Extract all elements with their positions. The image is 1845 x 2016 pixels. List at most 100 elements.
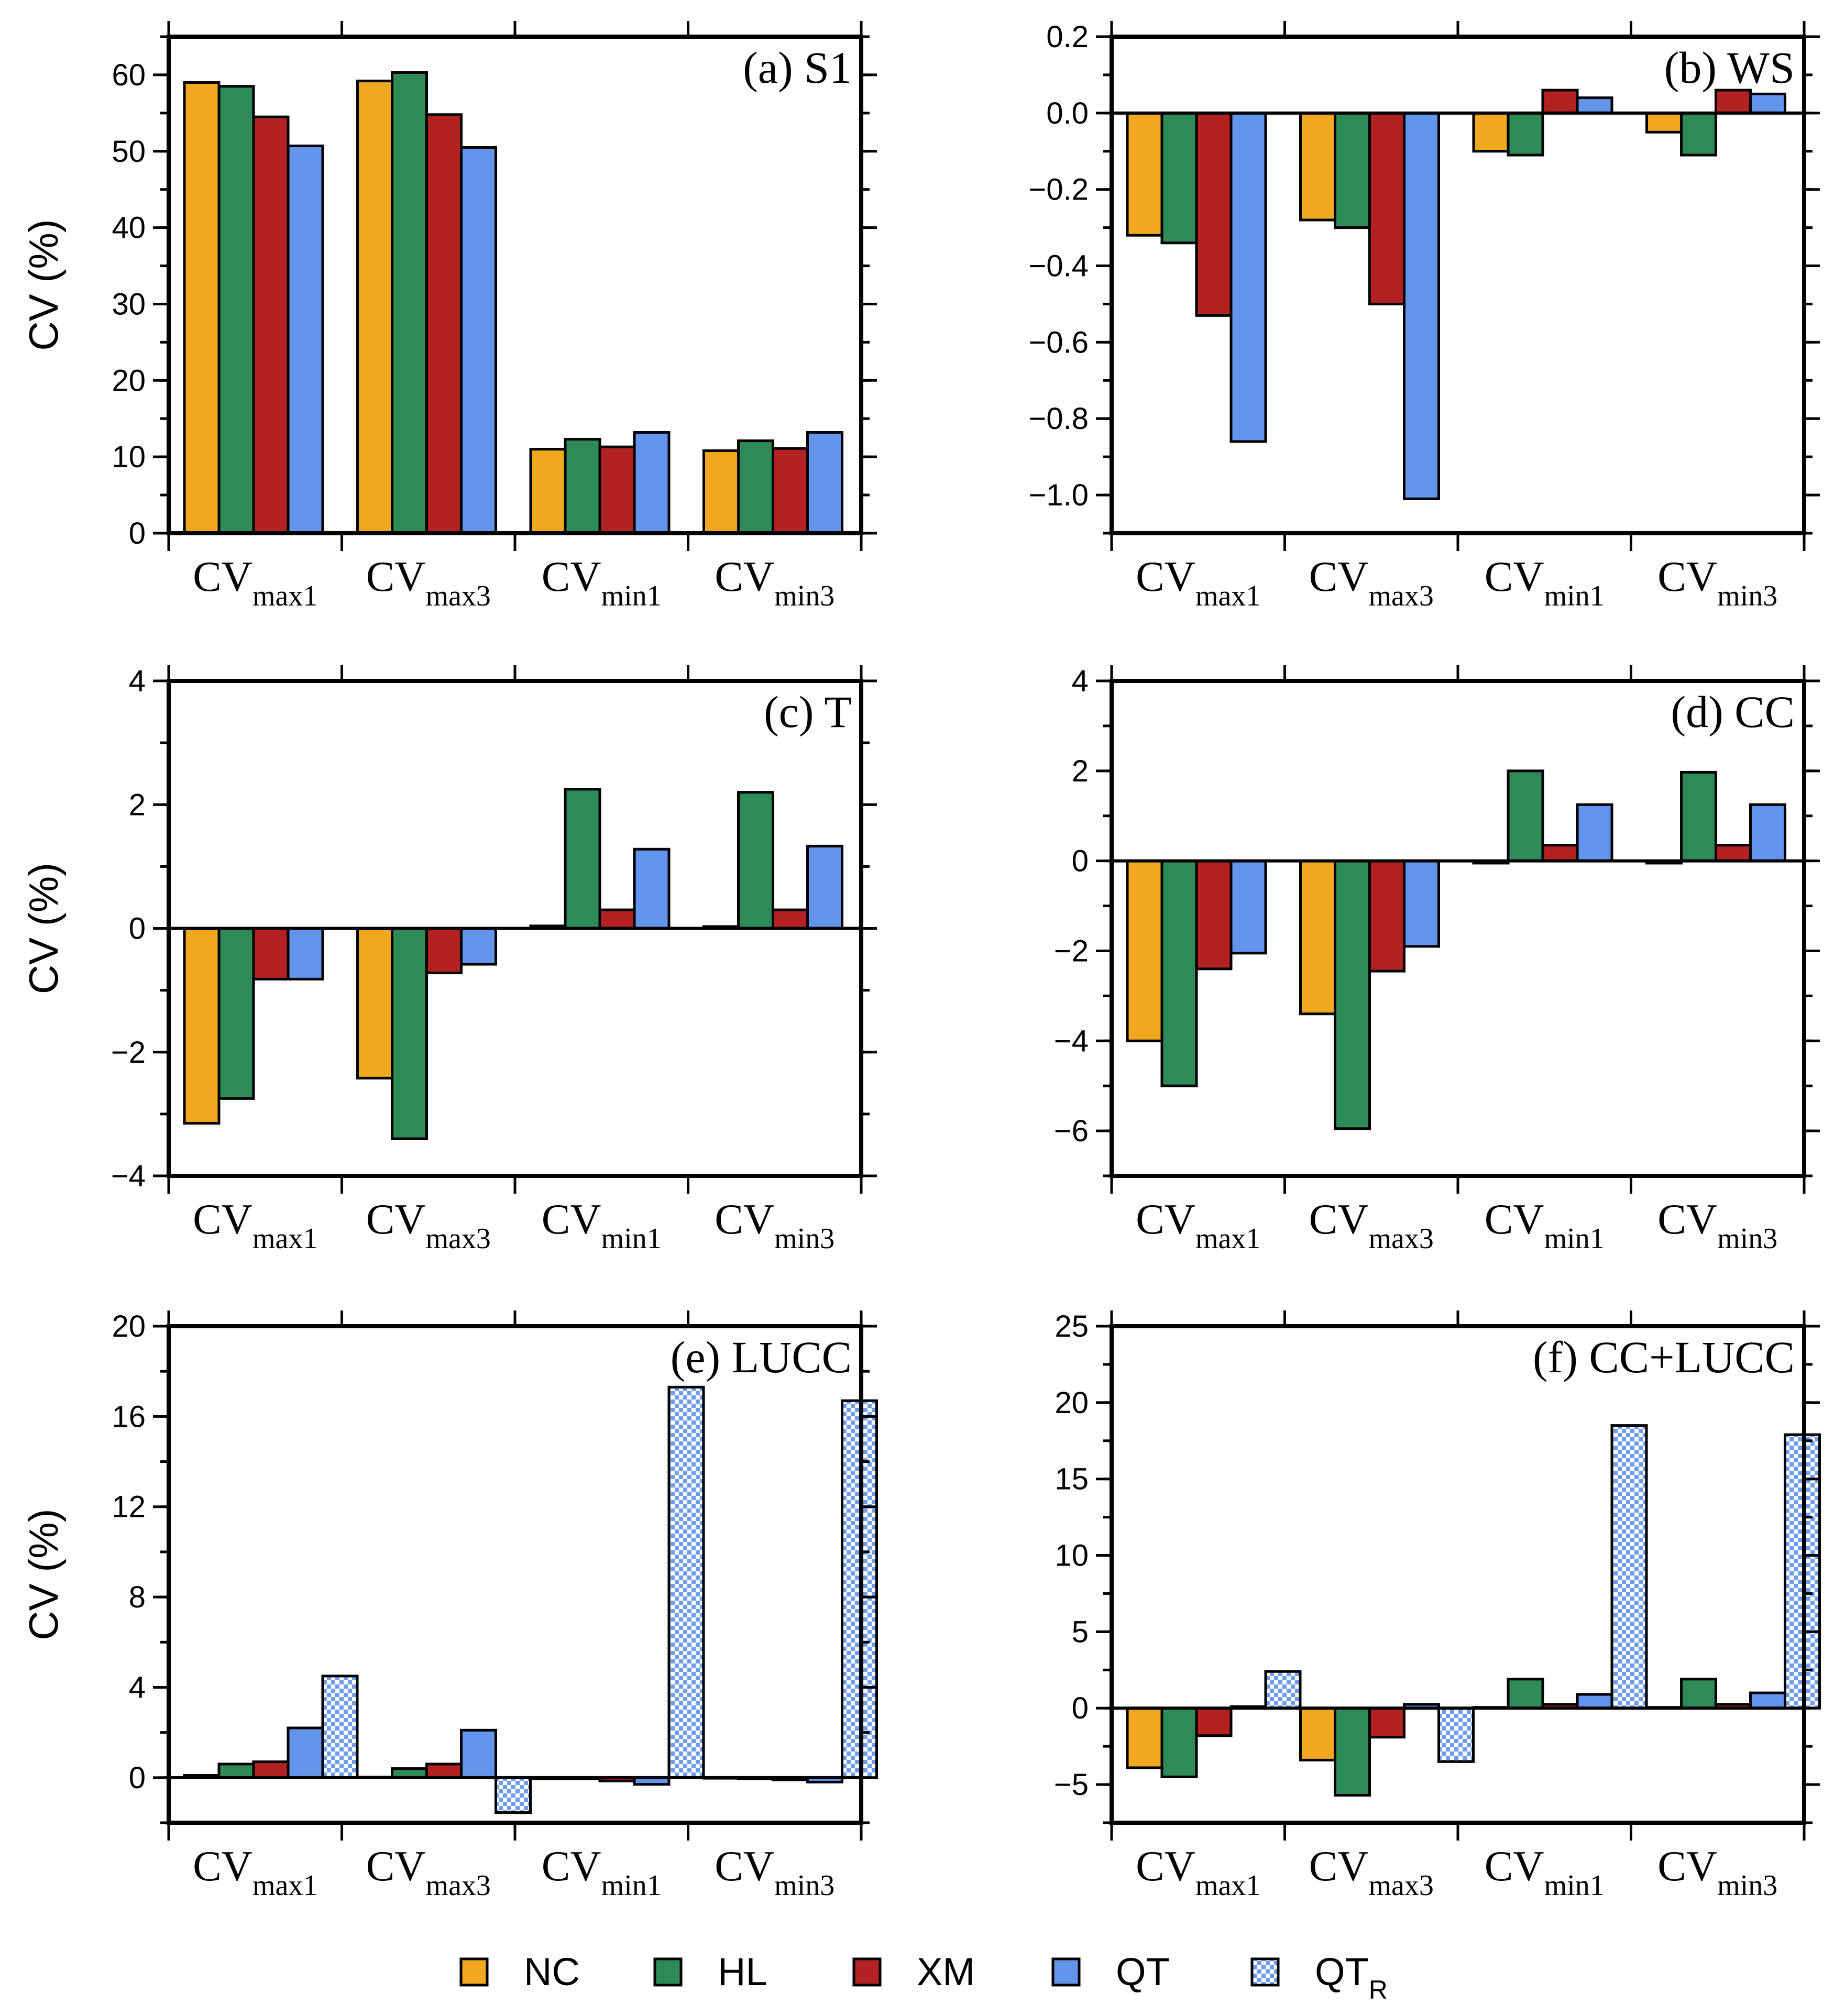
y-tick-label: 8 bbox=[129, 1580, 146, 1614]
x-category-label: CVmax3 bbox=[1309, 1195, 1434, 1255]
bar-xm-3 bbox=[598, 445, 636, 535]
bar-xm-2 bbox=[1368, 860, 1405, 973]
y-tick-label: 25 bbox=[1055, 1309, 1089, 1343]
panel-title: (a) S1 bbox=[743, 42, 852, 93]
bar-qt-1 bbox=[1229, 112, 1267, 443]
bar-xm-4 bbox=[772, 447, 809, 535]
bar-nc-2 bbox=[1299, 1706, 1336, 1761]
bar-hl-3 bbox=[1507, 1678, 1544, 1710]
chart-panel-3: −4 −2 0 2 4 CVmax1 CVmax3 CVmin1 CVmin3 (c) T CV (… bbox=[20, 664, 877, 1255]
y-tick-label: −2 bbox=[111, 1035, 146, 1070]
bar-nc-3 bbox=[529, 448, 567, 535]
bar-hl-2 bbox=[391, 927, 428, 1140]
bar-xm-1 bbox=[252, 927, 290, 981]
y-tick-label: −0.6 bbox=[1029, 325, 1089, 359]
legend-swatch-nc bbox=[459, 1957, 489, 1987]
y-axis-label: CV (%) bbox=[20, 219, 67, 350]
bar-qt_r-3 bbox=[667, 1385, 705, 1779]
bar-hl-4 bbox=[737, 439, 774, 535]
panel-title: (e) LUCC bbox=[671, 1332, 852, 1382]
x-category-label: CVmax1 bbox=[193, 1195, 317, 1255]
bar-qt-2 bbox=[460, 927, 497, 966]
bar-qt-3 bbox=[1576, 1693, 1613, 1710]
y-tick-label: 20 bbox=[112, 363, 146, 398]
bar-hl-4 bbox=[737, 791, 774, 930]
y-tick-label: −4 bbox=[111, 1159, 146, 1193]
bar-nc-2 bbox=[1299, 860, 1336, 1016]
y-tick-label: −1.0 bbox=[1029, 478, 1089, 512]
y-tick-label: 5 bbox=[1072, 1615, 1089, 1649]
y-tick-label: 50 bbox=[112, 135, 146, 169]
bar-hl-1 bbox=[217, 85, 255, 535]
bar-qt-4 bbox=[1749, 92, 1786, 115]
bar-nc-4 bbox=[702, 449, 740, 535]
y-tick-label: 15 bbox=[1055, 1462, 1089, 1496]
y-tick-label: −0.8 bbox=[1029, 402, 1089, 436]
x-category-label: CVmin1 bbox=[1485, 1195, 1605, 1255]
bar-nc-1 bbox=[1126, 1706, 1163, 1769]
bar-hl-3 bbox=[564, 788, 601, 930]
y-tick-label: 0 bbox=[129, 516, 146, 550]
x-category-label: CVmin3 bbox=[1657, 1842, 1777, 1902]
y-tick-label: 0 bbox=[1072, 844, 1089, 878]
y-tick-label: −5 bbox=[1054, 1768, 1089, 1802]
y-tick-label: −0.2 bbox=[1029, 173, 1089, 207]
y-tick-label: −6 bbox=[1054, 1114, 1089, 1148]
y-tick-label: 16 bbox=[112, 1400, 146, 1434]
y-tick-label: 0.0 bbox=[1046, 96, 1089, 130]
y-tick-label: 10 bbox=[1055, 1539, 1089, 1573]
bar-qt-1 bbox=[287, 927, 324, 981]
plot-frame bbox=[167, 1324, 863, 1825]
x-category-label: CVmin3 bbox=[715, 1842, 834, 1902]
x-category-label: CVmax3 bbox=[366, 1195, 491, 1255]
bar-qt-4 bbox=[806, 844, 843, 930]
bar-hl-3 bbox=[1507, 112, 1544, 157]
bar-qt_r-1 bbox=[1264, 1670, 1302, 1710]
y-tick-label: 60 bbox=[112, 58, 146, 92]
bar-xm-1 bbox=[252, 115, 290, 535]
bar-qt-2 bbox=[460, 146, 497, 535]
bar-qt_r-2 bbox=[1437, 1706, 1475, 1763]
legend-label: NC bbox=[524, 1950, 580, 1993]
x-category-label: CVmin3 bbox=[715, 553, 834, 612]
x-category-label: CVmax1 bbox=[1136, 1842, 1260, 1902]
chart-panel-2: 0.2 0.0 −0.2 −0.4 −0.6 −0.8 −1.0 CVmax1 CVmax3 CV… bbox=[1029, 20, 1820, 612]
bar-xm-1 bbox=[1195, 1706, 1233, 1737]
y-tick-label: −0.4 bbox=[1029, 249, 1089, 283]
y-tick-label: 0.2 bbox=[1046, 20, 1089, 54]
panel-title: (c) T bbox=[764, 687, 852, 737]
bar-xm-2 bbox=[425, 113, 463, 535]
y-tick-label: 4 bbox=[129, 664, 146, 698]
bar-hl-2 bbox=[1334, 112, 1371, 229]
y-tick-label: 0 bbox=[1072, 1691, 1089, 1725]
legend-label: HL bbox=[718, 1950, 767, 1993]
x-category-label: CVmax3 bbox=[366, 553, 491, 612]
bar-nc-3 bbox=[1472, 112, 1510, 153]
bar-xm-3 bbox=[1541, 89, 1579, 115]
x-category-label: CVmin1 bbox=[542, 553, 662, 612]
legend: NC HL XM QT QTR bbox=[459, 1950, 1388, 2004]
bar-xm-1 bbox=[1195, 112, 1233, 317]
x-category-label: CVmin1 bbox=[1485, 1842, 1605, 1902]
y-tick-label: 20 bbox=[112, 1309, 146, 1343]
bar-qt-3 bbox=[633, 431, 671, 535]
bar-nc-1 bbox=[183, 81, 221, 535]
bar-xm-1 bbox=[1195, 860, 1233, 971]
y-tick-label: 4 bbox=[129, 1670, 146, 1704]
bar-xm-2 bbox=[1368, 1706, 1405, 1739]
bar-hl-4 bbox=[1680, 1678, 1717, 1710]
x-category-label: CVmax1 bbox=[1136, 1195, 1260, 1255]
legend-swatch-hl bbox=[653, 1957, 683, 1987]
x-category-label: CVmin3 bbox=[1657, 553, 1777, 612]
bar-hl-1 bbox=[217, 1762, 255, 1779]
bar-hl-3 bbox=[1507, 769, 1544, 863]
bar-xm-2 bbox=[1368, 112, 1405, 305]
bar-hl-2 bbox=[1334, 860, 1371, 1130]
bar-qt-3 bbox=[1576, 803, 1613, 863]
panel-title: (f) CC+LUCC bbox=[1533, 1332, 1795, 1382]
y-tick-label: 30 bbox=[112, 287, 146, 321]
bar-xm-4 bbox=[1715, 844, 1752, 863]
x-category-label: CVmax3 bbox=[366, 1842, 491, 1902]
bar-nc-2 bbox=[356, 80, 393, 535]
